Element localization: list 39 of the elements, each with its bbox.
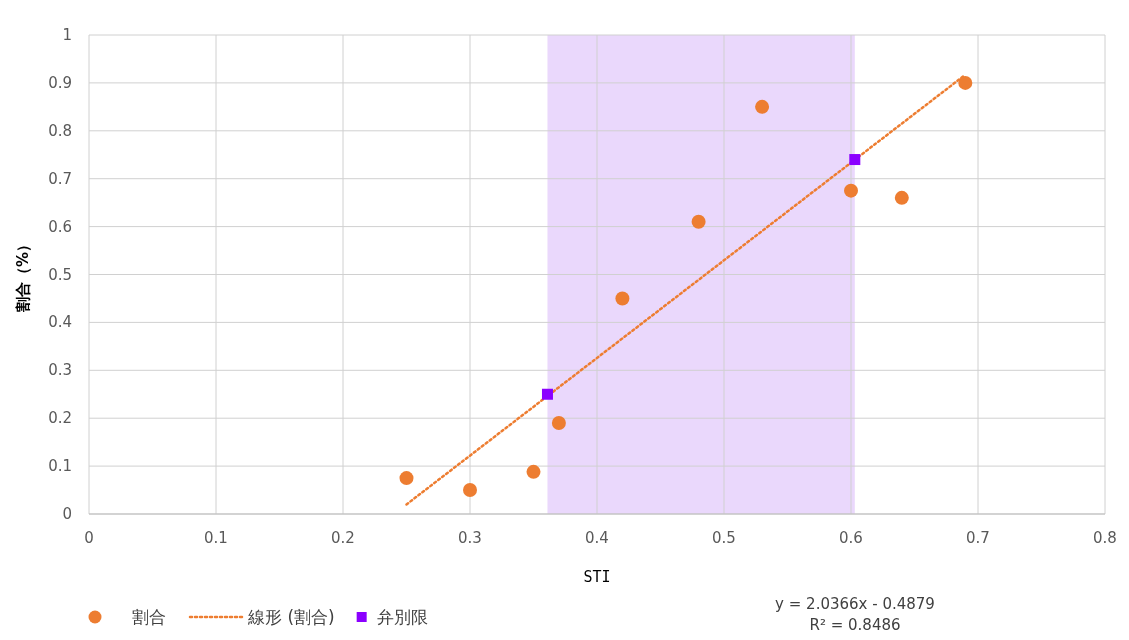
x-tick-label: 0.5 bbox=[712, 529, 736, 547]
x-tick-label: 0.6 bbox=[839, 529, 863, 547]
y-tick-label: 0.3 bbox=[48, 361, 72, 380]
y-tick-label: 0.2 bbox=[48, 409, 72, 428]
x-tick-label: 0.4 bbox=[585, 529, 609, 547]
text: y = 2.0366x - 0.4879 bbox=[775, 595, 935, 613]
point bbox=[691, 214, 706, 229]
point bbox=[399, 471, 414, 486]
point bbox=[463, 483, 477, 498]
x-tick-label: 0.1 bbox=[204, 529, 228, 547]
y-tick-label: 0.1 bbox=[48, 457, 72, 476]
point bbox=[894, 190, 909, 205]
legend-label: 線形 (割合) bbox=[247, 607, 335, 627]
x-tick-label: 0.2 bbox=[331, 529, 355, 547]
x-axis-title: STI bbox=[583, 568, 611, 586]
legend-label: 弁別限 bbox=[376, 607, 428, 627]
x-tick-label: 0.3 bbox=[458, 529, 482, 547]
point bbox=[958, 75, 973, 90]
y-tick-label: 0.9 bbox=[48, 73, 72, 92]
legend-label: 割合 bbox=[132, 607, 166, 627]
y-tick-label: 0 bbox=[62, 505, 72, 523]
point bbox=[541, 388, 553, 400]
y-tick-label: 0.7 bbox=[48, 169, 72, 188]
y-tick-label: 1 bbox=[62, 26, 72, 44]
point bbox=[844, 183, 858, 198]
x-tick-label: 0.8 bbox=[1093, 529, 1117, 547]
point bbox=[755, 99, 770, 114]
point bbox=[526, 464, 541, 479]
text: R² = 0.8486 bbox=[809, 616, 901, 634]
x-tick-label: 0.7 bbox=[966, 529, 990, 547]
y-tick-label: 0.6 bbox=[48, 217, 72, 236]
point bbox=[551, 415, 566, 430]
point bbox=[615, 291, 630, 306]
y-tick-label: 0.8 bbox=[48, 121, 72, 140]
y-axis-title: 割合（%） bbox=[14, 236, 32, 314]
point bbox=[849, 154, 861, 166]
y-tick-label: 0.5 bbox=[48, 265, 72, 284]
x-tick-label: 0 bbox=[84, 529, 94, 547]
y-tick-label: 0.4 bbox=[48, 313, 72, 332]
